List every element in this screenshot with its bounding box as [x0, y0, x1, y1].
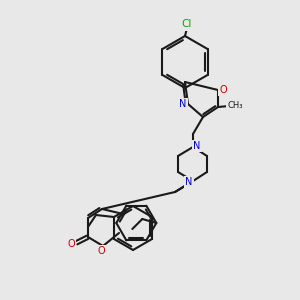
Text: O: O: [97, 246, 105, 256]
Text: O: O: [67, 239, 75, 249]
Text: Cl: Cl: [182, 19, 192, 29]
Text: N: N: [179, 99, 187, 109]
Text: N: N: [193, 141, 201, 151]
Text: CH₃: CH₃: [227, 101, 243, 110]
Text: O: O: [219, 85, 227, 95]
Text: N: N: [185, 177, 193, 187]
